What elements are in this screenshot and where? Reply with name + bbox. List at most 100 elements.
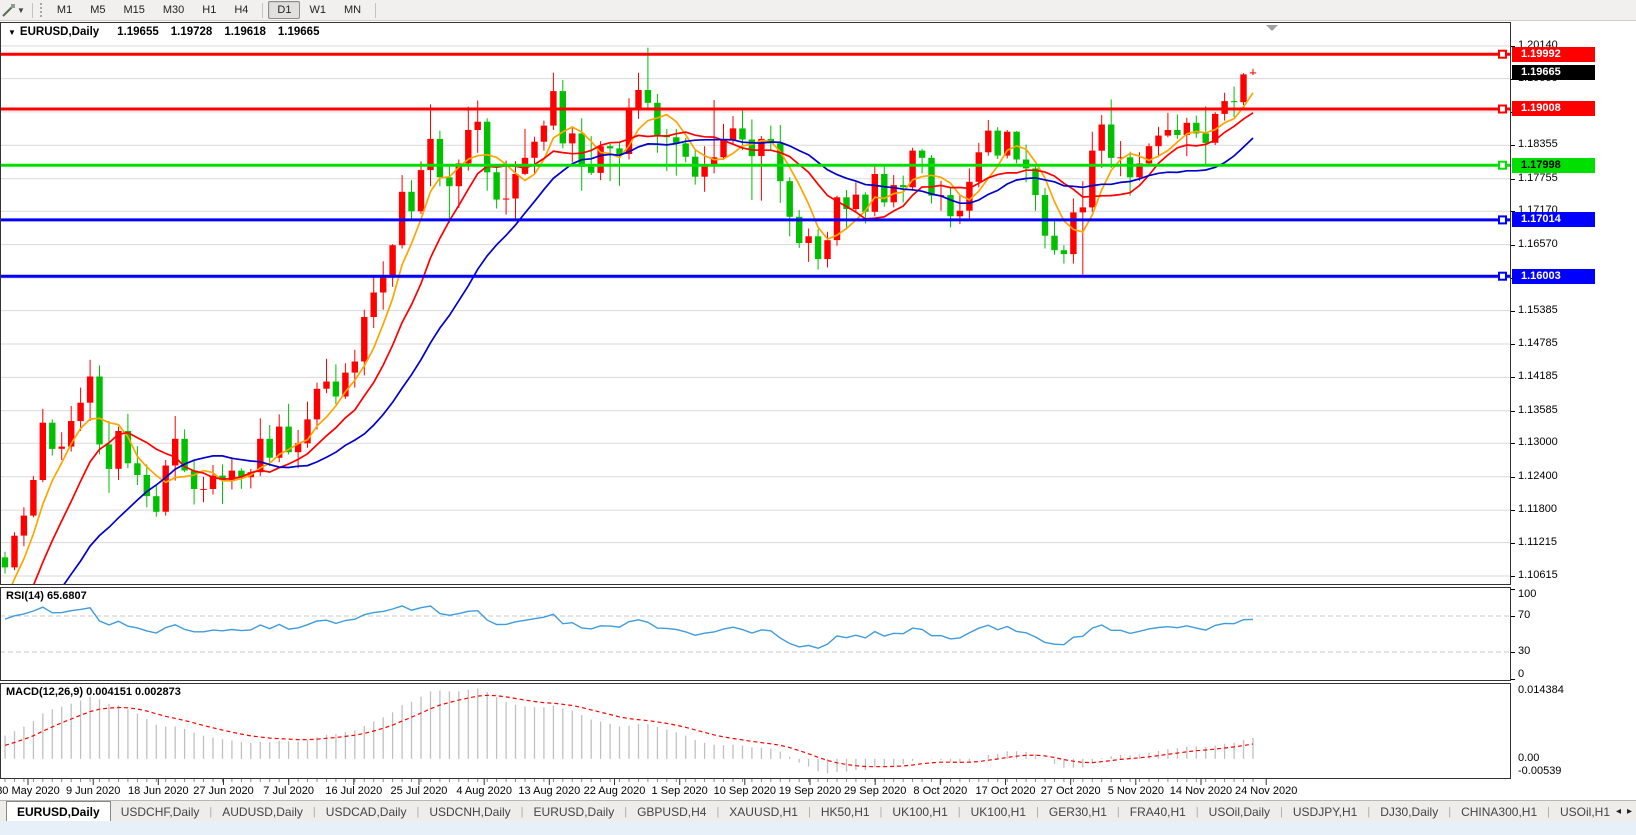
chart-symbol-period: EURUSD,Daily	[20, 26, 99, 38]
line-tool-icon[interactable]	[1, 3, 16, 18]
chart-tab-usdchf-daily[interactable]: USDCHF,Daily	[111, 801, 210, 822]
chart-tab-eurusd-daily[interactable]: EURUSD,Daily	[6, 801, 111, 822]
line-anchor[interactable]	[1499, 162, 1506, 169]
axis-tick	[1511, 344, 1515, 345]
axis-tick	[1511, 589, 1515, 590]
rsi-axis-label: 0	[1518, 668, 1524, 680]
macd-axis-label: -0.00539	[1518, 765, 1561, 777]
ohlc-low: 1.19618	[224, 26, 266, 38]
axis-tick	[1511, 510, 1515, 511]
chart-tab-china300-h1[interactable]: CHINA300,H1	[1451, 801, 1547, 822]
ohlc-open: 1.19655	[117, 26, 159, 38]
axis-tick	[1511, 652, 1515, 653]
timeframe-button-w1[interactable]: W1	[300, 1, 335, 19]
hline-price-box: 1.16003	[1512, 269, 1595, 284]
hline-price-box: 1.17014	[1512, 212, 1595, 227]
price-tick-label: 1.14185	[1518, 370, 1558, 382]
toolbar-separator	[32, 3, 33, 18]
timeframe-button-h1[interactable]: H1	[193, 1, 225, 19]
macd-axis-label: 0.00	[1518, 752, 1539, 764]
price-axis: 1.201401.195551.189551.183551.177551.171…	[1511, 22, 1636, 779]
timeframe-button-m30[interactable]: M30	[154, 1, 193, 19]
chart-tab-usoil-daily[interactable]: USOil,Daily	[1199, 801, 1280, 822]
price-tick-label: 1.14785	[1518, 337, 1558, 349]
chart-tab-uk100-h1[interactable]: UK100,H1	[961, 801, 1036, 822]
axis-tick	[1511, 576, 1515, 577]
line-anchor[interactable]	[1499, 106, 1506, 113]
axis-tick	[1511, 679, 1515, 680]
ohlc-close: 1.19665	[278, 26, 320, 38]
line-anchor[interactable]	[1499, 273, 1506, 280]
chart-tab-usdcad-daily[interactable]: USDCAD,Daily	[316, 801, 417, 822]
rsi-line	[5, 606, 1253, 648]
price-tick-label: 1.15385	[1518, 304, 1558, 316]
rsi-axis-label: 70	[1518, 609, 1530, 621]
main-chart-panel[interactable]	[0, 22, 1511, 585]
triangle-down-icon[interactable]: ▼	[8, 28, 16, 37]
chart-tab-fra40-h1[interactable]: FRA40,H1	[1120, 801, 1196, 822]
axis-tick	[1511, 411, 1515, 412]
price-tick-label: 1.13585	[1518, 404, 1558, 416]
price-tick-label: 1.11215	[1518, 536, 1557, 548]
chart-tab-usoil-h1[interactable]: USOil,H1	[1550, 801, 1620, 822]
hline-price-box: 1.19992	[1512, 47, 1595, 62]
price-tick-label: 1.17755	[1518, 172, 1558, 184]
price-tick-label: 1.12400	[1518, 470, 1558, 482]
timeframe-button-m1[interactable]: M1	[48, 1, 81, 19]
hline-price-box: 1.19008	[1512, 101, 1595, 116]
toolbar-grip[interactable]	[40, 3, 42, 17]
chart-tab-usdcnh-daily[interactable]: USDCNH,Daily	[419, 801, 520, 822]
price-tick-label: 1.11800	[1518, 503, 1557, 515]
chart-shift-marker-icon[interactable]	[1266, 25, 1278, 31]
ohlc-high: 1.19728	[171, 26, 213, 38]
timeframe-button-h4[interactable]: H4	[225, 1, 257, 19]
rsi-axis-label: 30	[1518, 645, 1530, 657]
chart-title: ▼ EURUSD,Daily 1.19655 1.19728 1.19618 1…	[8, 26, 319, 38]
ma-10-line	[5, 113, 1253, 585]
axis-tick	[1511, 311, 1515, 312]
axis-tick	[1511, 443, 1515, 444]
timeframe-button-d1[interactable]: D1	[268, 1, 300, 19]
arrow-left-icon[interactable]: ◂	[1616, 806, 1621, 817]
macd-panel[interactable]	[0, 683, 1511, 779]
line-anchor[interactable]	[1499, 51, 1506, 58]
chart-tab-bar: EURUSD,DailyUSDCHF,Daily|AUDUSD,Daily|US…	[0, 800, 1636, 822]
date-label: 24 Nov 2020	[1221, 785, 1311, 797]
axis-tick	[1511, 616, 1515, 617]
hline-price-box: 1.17998	[1512, 158, 1595, 173]
timeframe-button-mn[interactable]: MN	[335, 1, 370, 19]
price-tick-label: 1.10615	[1518, 569, 1558, 581]
terminal-window: ▼ M1M5M15M30H1H4 D1W1MN ▼ EURUSD,Daily 1.…	[0, 0, 1636, 835]
chart-tab-hk50-h1[interactable]: HK50,H1	[811, 801, 880, 822]
chart-tab-usdjpy-h1[interactable]: USDJPY,H1	[1283, 801, 1367, 822]
price-tick-label: 1.16570	[1518, 238, 1558, 250]
toolbar-separator	[375, 3, 376, 18]
macd-axis-label: 0.014384	[1518, 684, 1564, 696]
chart-tab-gbpusd-h4[interactable]: GBPUSD,H4	[627, 801, 716, 822]
status-strip	[0, 821, 1636, 835]
axis-tick	[1511, 543, 1515, 544]
chart-tab-ger30-h1[interactable]: GER30,H1	[1039, 801, 1117, 822]
date-axis: 30 May 20209 Jun 202018 Jun 202027 Jun 2…	[0, 779, 1511, 800]
timeframe-button-m5[interactable]: M5	[81, 1, 114, 19]
axis-tick	[1511, 377, 1515, 378]
periodicity-toolbar: ▼ M1M5M15M30H1H4 D1W1MN	[0, 0, 1636, 21]
chart-tab-uk100-h1[interactable]: UK100,H1	[882, 801, 957, 822]
chart-tab-xauusd-h1[interactable]: XAUUSD,H1	[719, 801, 808, 822]
ma-20-line	[5, 138, 1253, 585]
axis-tick	[1511, 477, 1515, 478]
arrow-right-icon[interactable]: ▸	[1627, 806, 1632, 817]
chart-tab-dj30-daily[interactable]: DJ30,Daily	[1370, 801, 1448, 822]
chart-tab-eurusd-daily[interactable]: EURUSD,Daily	[524, 801, 625, 822]
line-anchor[interactable]	[1499, 216, 1506, 223]
toolbar-separator	[262, 3, 263, 18]
axis-tick	[1511, 179, 1515, 180]
price-tick-label: 1.18355	[1518, 138, 1558, 150]
chart-tab-audusd-daily[interactable]: AUDUSD,Daily	[212, 801, 313, 822]
price-tick-label: 1.13000	[1518, 436, 1558, 448]
timeframe-button-m15[interactable]: M15	[114, 1, 153, 19]
current-price-box: 1.19665	[1512, 65, 1595, 80]
rsi-axis-label: 100	[1518, 588, 1536, 600]
rsi-panel[interactable]	[0, 587, 1511, 681]
caret-down-icon[interactable]: ▼	[17, 6, 25, 15]
